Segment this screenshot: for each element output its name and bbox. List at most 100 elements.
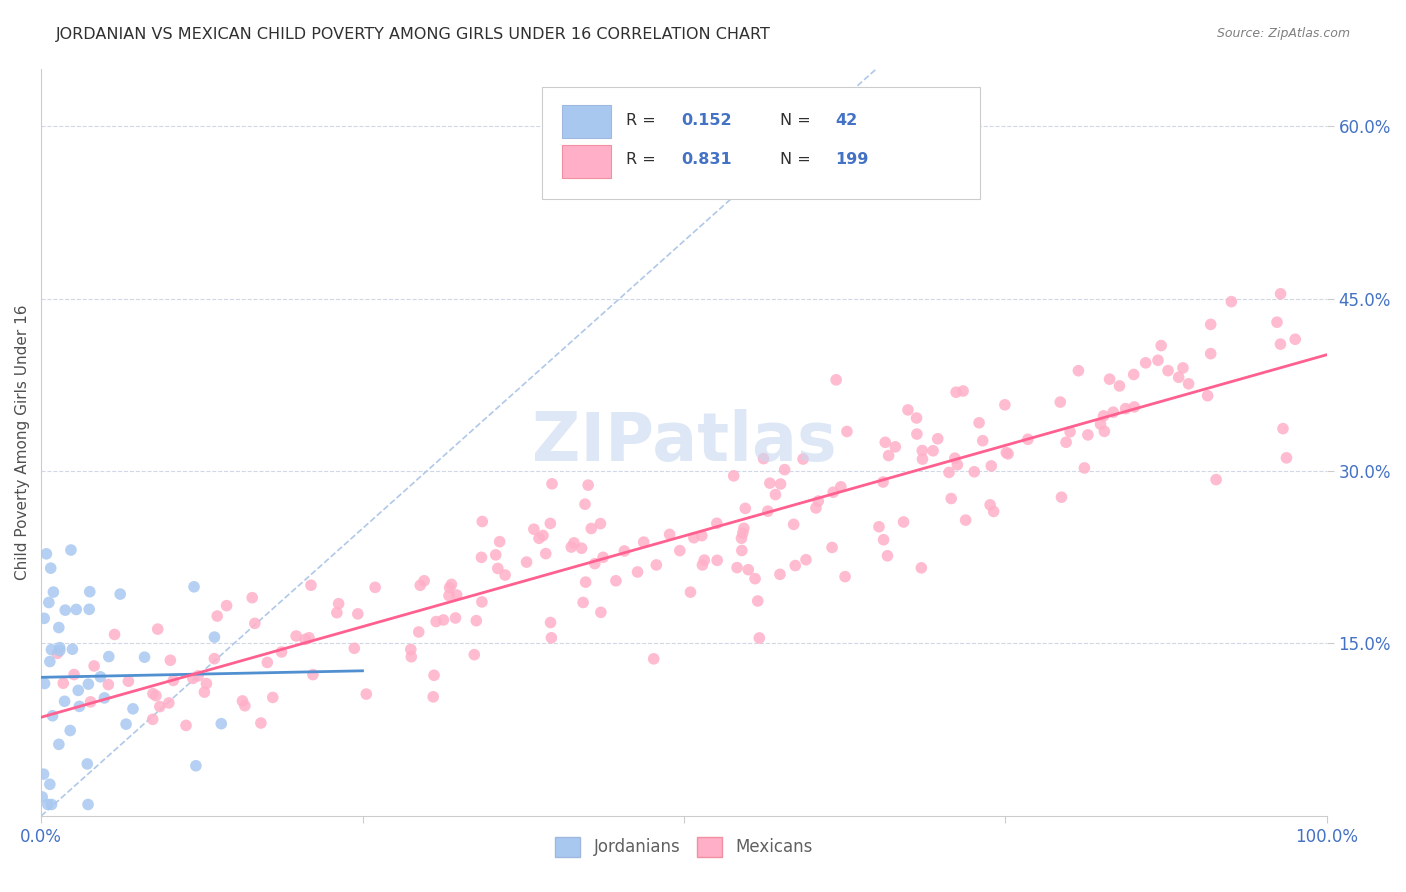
Mexicans <box>734 501 756 516</box>
Mexicans <box>756 504 779 518</box>
Jordanians <box>134 650 156 665</box>
Jordanians <box>41 797 63 812</box>
Mexicans <box>905 411 928 425</box>
Jordanians <box>97 649 120 664</box>
Jordanians <box>108 587 131 601</box>
Jordanians <box>89 670 111 684</box>
Mexicans <box>471 515 494 529</box>
Mexicans <box>1171 360 1194 375</box>
Text: JORDANIAN VS MEXICAN CHILD POVERTY AMONG GIRLS UNDER 16 CORRELATION CHART: JORDANIAN VS MEXICAN CHILD POVERTY AMONG… <box>56 27 770 42</box>
Mexicans <box>995 445 1018 459</box>
Mexicans <box>1054 435 1077 450</box>
Mexicans <box>1199 318 1222 332</box>
Text: N =: N = <box>780 153 817 167</box>
Mexicans <box>465 614 488 628</box>
Mexicans <box>759 476 782 491</box>
Text: 42: 42 <box>835 112 858 128</box>
Mexicans <box>540 631 562 645</box>
Jordanians <box>62 642 84 657</box>
Mexicans <box>1167 370 1189 384</box>
Jordanians <box>49 643 72 657</box>
Mexicans <box>187 669 209 683</box>
Mexicans <box>804 500 827 515</box>
Mexicans <box>626 565 648 579</box>
Mexicans <box>215 599 238 613</box>
Mexicans <box>733 521 755 535</box>
Mexicans <box>589 605 612 619</box>
Jordanians <box>115 717 138 731</box>
Mexicans <box>516 555 538 569</box>
Mexicans <box>572 595 595 609</box>
Mexicans <box>747 594 769 608</box>
Mexicans <box>905 427 928 442</box>
Jordanians <box>59 543 82 558</box>
Mexicans <box>494 568 516 582</box>
Mexicans <box>938 466 960 480</box>
Mexicans <box>576 478 599 492</box>
Mexicans <box>983 504 1005 518</box>
Jordanians <box>39 561 62 575</box>
Jordanians <box>37 797 59 812</box>
Jordanians <box>209 716 232 731</box>
Mexicans <box>1102 405 1125 419</box>
Mexicans <box>440 577 463 591</box>
Jordanians <box>204 630 226 644</box>
Mexicans <box>149 699 172 714</box>
Mexicans <box>876 549 898 563</box>
Mexicans <box>943 451 966 466</box>
Mexicans <box>1049 395 1071 409</box>
Jordanians <box>38 655 60 669</box>
Mexicans <box>939 491 962 506</box>
Mexicans <box>658 527 681 541</box>
Mexicans <box>79 695 101 709</box>
Mexicans <box>432 613 454 627</box>
Mexicans <box>823 485 845 500</box>
FancyBboxPatch shape <box>543 87 980 199</box>
Mexicans <box>243 616 266 631</box>
Mexicans <box>256 656 278 670</box>
Mexicans <box>769 477 792 491</box>
Mexicans <box>46 646 69 660</box>
Mexicans <box>821 541 844 555</box>
Jordanians <box>42 585 65 599</box>
Jordanians <box>79 584 101 599</box>
Mexicans <box>270 645 292 659</box>
Mexicans <box>571 541 593 556</box>
Jordanians <box>183 580 205 594</box>
Mexicans <box>955 513 977 527</box>
Mexicans <box>117 674 139 689</box>
Mexicans <box>1270 337 1292 351</box>
Mexicans <box>967 416 990 430</box>
Text: 0.831: 0.831 <box>682 153 733 167</box>
Jordanians <box>77 797 100 812</box>
Mexicans <box>574 497 596 511</box>
Jordanians <box>49 640 72 655</box>
Text: N =: N = <box>780 112 817 128</box>
Jordanians <box>77 677 100 691</box>
Mexicans <box>1275 450 1298 465</box>
Mexicans <box>994 398 1017 412</box>
Mexicans <box>1157 364 1180 378</box>
Mexicans <box>1098 372 1121 386</box>
Mexicans <box>1265 315 1288 329</box>
Mexicans <box>356 687 378 701</box>
Mexicans <box>285 629 308 643</box>
Mexicans <box>527 531 550 545</box>
Mexicans <box>922 443 945 458</box>
Mexicans <box>946 458 969 472</box>
Mexicans <box>893 515 915 529</box>
Mexicans <box>884 440 907 454</box>
Mexicans <box>364 580 387 594</box>
Mexicans <box>785 558 807 573</box>
Mexicans <box>423 668 446 682</box>
Legend: Jordanians, Mexicans: Jordanians, Mexicans <box>548 830 820 863</box>
Jordanians <box>67 683 90 698</box>
Mexicans <box>1177 376 1199 391</box>
Mexicans <box>562 536 585 550</box>
Jordanians <box>65 602 87 616</box>
Mexicans <box>97 677 120 691</box>
Mexicans <box>605 574 627 588</box>
Mexicans <box>679 585 702 599</box>
Mexicans <box>997 447 1019 461</box>
Mexicans <box>262 690 284 705</box>
